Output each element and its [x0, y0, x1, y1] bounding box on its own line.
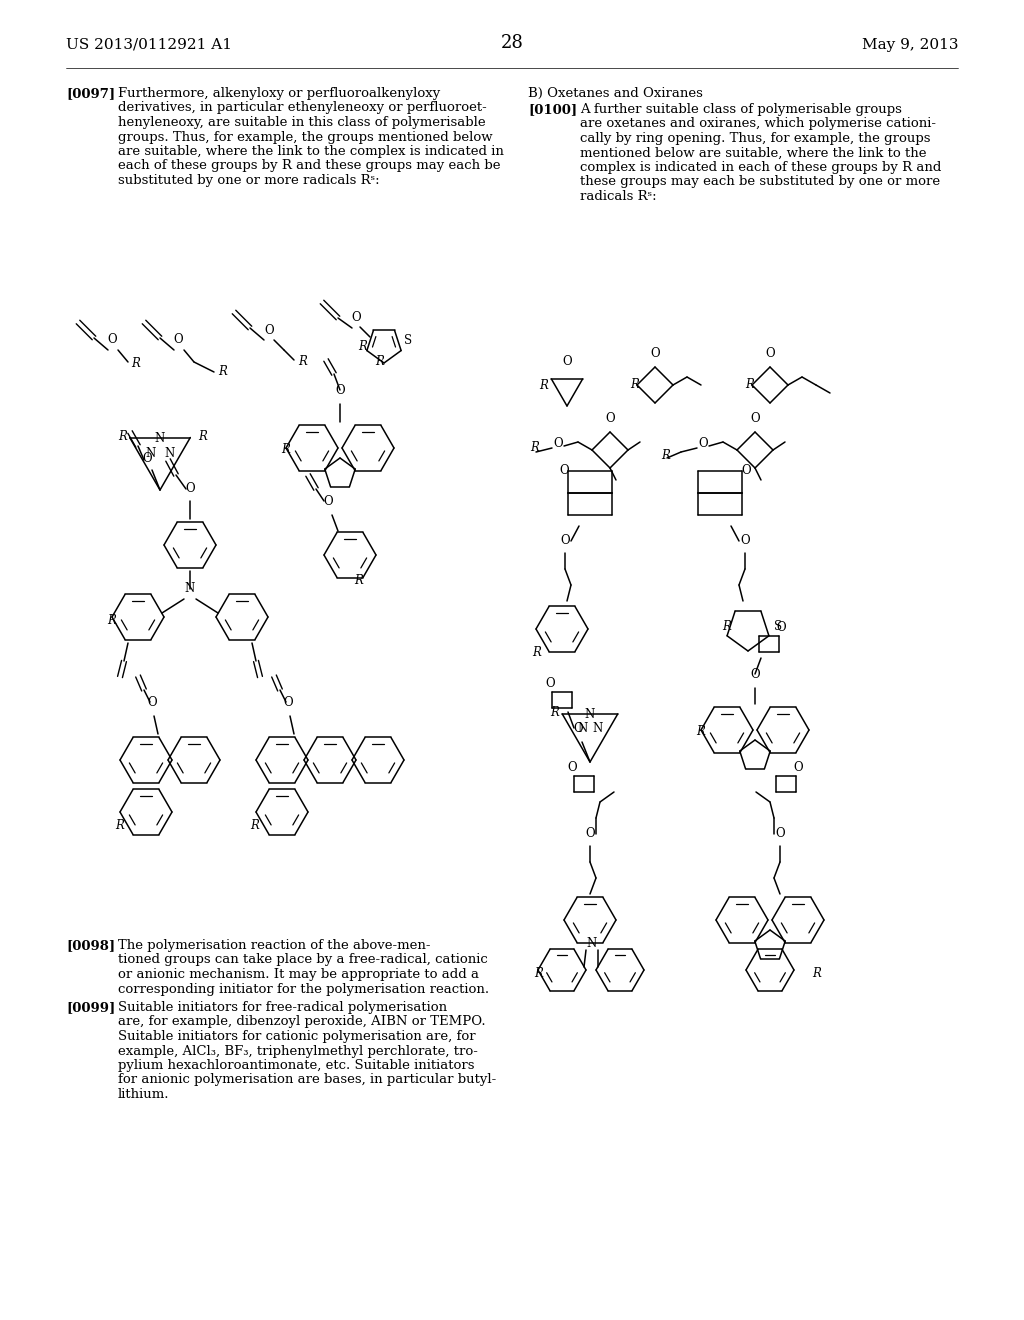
Text: Suitable initiators for free-radical polymerisation: Suitable initiators for free-radical pol…: [118, 1001, 447, 1014]
Text: O: O: [794, 762, 803, 774]
Text: O: O: [751, 668, 760, 681]
Text: B) Oxetanes and Oxiranes: B) Oxetanes and Oxiranes: [528, 87, 702, 100]
Text: R: R: [375, 355, 384, 368]
Text: for anionic polymerisation are bases, in particular butyl-: for anionic polymerisation are bases, in…: [118, 1073, 497, 1086]
Text: substituted by one or more radicals Rˢ:: substituted by one or more radicals Rˢ:: [118, 174, 380, 187]
Text: O: O: [545, 677, 555, 690]
Text: R: R: [199, 429, 207, 442]
Text: N: N: [585, 708, 595, 721]
Text: these groups may each be substituted by one or more: these groups may each be substituted by …: [580, 176, 940, 189]
Text: O: O: [573, 722, 583, 735]
Text: R: R: [539, 379, 548, 392]
Text: O: O: [264, 323, 273, 337]
Text: each of these groups by R and these groups may each be: each of these groups by R and these grou…: [118, 160, 501, 173]
Text: R: R: [696, 725, 705, 738]
Text: O: O: [560, 535, 569, 546]
Text: A further suitable class of polymerisable groups: A further suitable class of polymerisabl…: [580, 103, 902, 116]
Text: complex is indicated in each of these groups by R and: complex is indicated in each of these gr…: [580, 161, 941, 174]
Text: R: R: [722, 620, 731, 634]
Text: example, AlCl₃, BF₃, triphenylmethyl perchlorate, tro-: example, AlCl₃, BF₃, triphenylmethyl per…: [118, 1044, 478, 1057]
Text: R: R: [131, 356, 140, 370]
Text: N: N: [155, 432, 165, 445]
Text: R: R: [218, 366, 227, 378]
Text: derivatives, in particular ethenyleneoxy or perfluoroet-: derivatives, in particular ethenyleneoxy…: [118, 102, 486, 115]
Text: O: O: [765, 347, 775, 360]
Text: O: O: [108, 333, 117, 346]
Text: R: R: [281, 444, 290, 455]
Text: [0097]: [0097]: [66, 87, 115, 100]
Text: R: R: [534, 968, 543, 979]
Text: O: O: [562, 355, 571, 368]
Text: S: S: [774, 620, 782, 634]
Text: 28: 28: [501, 34, 523, 51]
Text: corresponding initiator for the polymerisation reaction.: corresponding initiator for the polymeri…: [118, 982, 489, 995]
Text: N: N: [145, 447, 156, 461]
Text: R: R: [550, 706, 559, 719]
Text: O: O: [585, 828, 595, 840]
Text: cally by ring opening. Thus, for example, the groups: cally by ring opening. Thus, for example…: [580, 132, 931, 145]
Text: lithium.: lithium.: [118, 1088, 170, 1101]
Text: are, for example, dibenzoyl peroxide, AIBN or TEMPO.: are, for example, dibenzoyl peroxide, AI…: [118, 1015, 485, 1028]
Text: N: N: [593, 722, 603, 734]
Text: O: O: [751, 412, 760, 425]
Text: S: S: [404, 334, 412, 347]
Text: R: R: [115, 818, 124, 832]
Text: Suitable initiators for cationic polymerisation are, for: Suitable initiators for cationic polymer…: [118, 1030, 475, 1043]
Text: The polymerisation reaction of the above-men-: The polymerisation reaction of the above…: [118, 939, 430, 952]
Text: groups. Thus, for example, the groups mentioned below: groups. Thus, for example, the groups me…: [118, 131, 493, 144]
Text: R: R: [250, 818, 259, 832]
Text: O: O: [775, 828, 784, 840]
Text: O: O: [173, 333, 183, 346]
Text: R: R: [358, 341, 367, 352]
Text: mentioned below are suitable, where the link to the: mentioned below are suitable, where the …: [580, 147, 927, 160]
Text: O: O: [553, 437, 563, 450]
Text: O: O: [335, 384, 345, 397]
Text: O: O: [324, 495, 333, 508]
Text: O: O: [284, 696, 293, 709]
Text: O: O: [147, 696, 157, 709]
Text: pylium hexachloroantimonate, etc. Suitable initiators: pylium hexachloroantimonate, etc. Suitab…: [118, 1059, 474, 1072]
Text: O: O: [605, 412, 614, 425]
Text: O: O: [142, 451, 152, 465]
Text: tioned groups can take place by a free-radical, cationic: tioned groups can take place by a free-r…: [118, 953, 487, 966]
Text: O: O: [698, 437, 708, 450]
Text: henyleneoxy, are suitable in this class of polymerisable: henyleneoxy, are suitable in this class …: [118, 116, 485, 129]
Text: US 2013/0112921 A1: US 2013/0112921 A1: [66, 38, 232, 51]
Text: May 9, 2013: May 9, 2013: [861, 38, 958, 51]
Text: N: N: [578, 722, 588, 734]
Text: O: O: [351, 312, 360, 323]
Text: O: O: [741, 465, 751, 477]
Text: are suitable, where the link to the complex is indicated in: are suitable, where the link to the comp…: [118, 145, 504, 158]
Text: N: N: [185, 582, 196, 595]
Text: R: R: [298, 355, 307, 368]
Text: Furthermore, alkenyloxy or perfluoroalkenyloxy: Furthermore, alkenyloxy or perfluoroalke…: [118, 87, 440, 100]
Text: O: O: [559, 465, 568, 477]
Text: R: R: [812, 968, 821, 979]
Text: N: N: [164, 447, 174, 461]
Text: O: O: [740, 535, 750, 546]
Text: R: R: [662, 449, 670, 462]
Text: R: R: [630, 378, 639, 391]
Text: O: O: [776, 620, 785, 634]
Text: R: R: [354, 574, 362, 587]
Text: [0098]: [0098]: [66, 939, 115, 952]
Text: R: R: [532, 645, 541, 659]
Text: R: R: [745, 378, 754, 391]
Text: N: N: [587, 937, 597, 950]
Text: radicals Rˢ:: radicals Rˢ:: [580, 190, 656, 203]
Text: or anionic mechanism. It may be appropriate to add a: or anionic mechanism. It may be appropri…: [118, 968, 479, 981]
Text: O: O: [650, 347, 659, 360]
Text: O: O: [185, 482, 195, 495]
Text: R: R: [118, 429, 127, 442]
Text: [0099]: [0099]: [66, 1001, 116, 1014]
Text: [0100]: [0100]: [528, 103, 578, 116]
Text: are oxetanes and oxiranes, which polymerise cationi-: are oxetanes and oxiranes, which polymer…: [580, 117, 936, 131]
Text: O: O: [567, 762, 577, 774]
Text: R: R: [106, 614, 116, 627]
Text: R: R: [530, 441, 539, 454]
